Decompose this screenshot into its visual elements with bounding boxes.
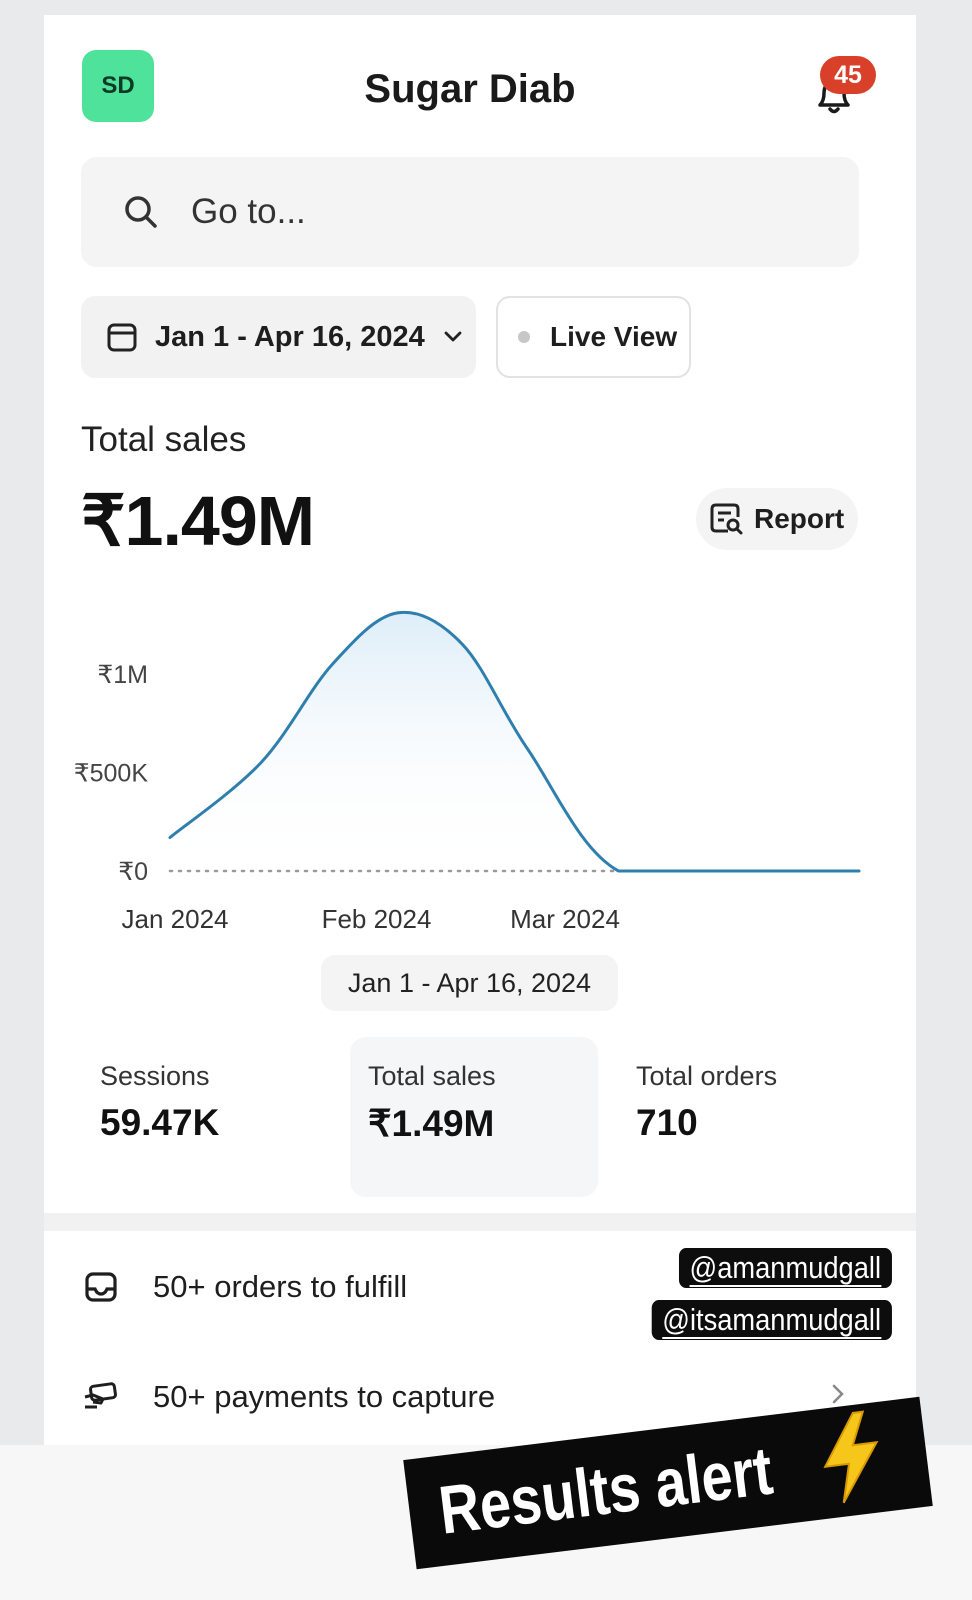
search-placeholder: Go to... (191, 192, 306, 231)
task-label: 50+ orders to fulfill (153, 1269, 408, 1304)
report-button[interactable]: Report (696, 488, 858, 550)
live-view-button[interactable]: Live View (496, 296, 691, 378)
creator-handle-1: @amanmudgall (689, 1250, 882, 1287)
store-name: Sugar Diab (364, 67, 576, 111)
report-icon (710, 503, 743, 535)
date-range-label: Jan 1 - Apr 16, 2024 (155, 320, 425, 353)
task-orders-to-fulfill[interactable]: 50+ orders to fulfill (81, 1267, 407, 1307)
metric-total-sales[interactable]: Total sales ₹1.49M (350, 1037, 598, 1197)
y-tick-label: ₹500K (74, 759, 149, 787)
search-icon (125, 196, 157, 228)
x-tick-label: Jan 2024 (122, 904, 229, 934)
y-tick-label: ₹0 (118, 858, 148, 886)
date-range-selector[interactable]: Jan 1 - Apr 16, 2024 (81, 296, 476, 378)
inbox-icon (85, 1272, 117, 1302)
creator-handle-2: @itsamanmudgall (662, 1302, 882, 1339)
task-payments-to-capture[interactable]: 50+ payments to capture (81, 1377, 495, 1417)
metric-label: Sessions (100, 1061, 210, 1091)
app-screen: SD Sugar Diab 45 Go to... Jan 1 - Apr 16… (44, 15, 916, 1445)
metric-label: Total orders (636, 1061, 778, 1091)
creator-tag-1[interactable]: @amanmudgall (679, 1248, 892, 1288)
store-avatar[interactable]: SD (82, 50, 154, 122)
metric-sessions[interactable]: Sessions 59.47K (82, 1037, 330, 1197)
sales-area-fill (170, 612, 859, 871)
chevron-right-icon[interactable] (830, 1383, 846, 1405)
metric-value: ₹1.49M (368, 1103, 495, 1144)
total-sales-label: Total sales (81, 420, 247, 459)
section-divider (44, 1213, 916, 1231)
search-bar[interactable]: Go to... (81, 157, 859, 267)
task-label: 50+ payments to capture (153, 1379, 496, 1414)
sales-series-line (168, 610, 861, 873)
x-tick-label: Mar 2024 (510, 904, 620, 934)
creator-tag-2[interactable]: @itsamanmudgall (652, 1300, 892, 1340)
notification-badge[interactable]: 45 (820, 56, 876, 94)
metric-value: 59.47K (100, 1102, 220, 1143)
chart-range-label: Jan 1 - Apr 16, 2024 (321, 955, 618, 1011)
y-tick-label: ₹1M (97, 661, 148, 689)
payment-icon (84, 1382, 117, 1409)
live-view-label: Live View (550, 321, 678, 352)
report-label: Report (754, 503, 845, 534)
calendar-icon (107, 323, 137, 352)
metric-total-orders[interactable]: Total orders 710 (618, 1037, 866, 1197)
x-tick-label: Feb 2024 (322, 904, 432, 934)
total-sales-chart: ₹0 ₹500K ₹1M Jan 2024 Feb 2024 Mar 2024 (74, 610, 861, 934)
metric-label: Total sales (368, 1061, 496, 1091)
lightning-bolt-icon (823, 1410, 879, 1504)
results-alert-sticker: Results alert (403, 1396, 933, 1570)
live-status-dot (518, 331, 530, 343)
total-sales-value: ₹1.49M (81, 482, 315, 560)
chevron-down-icon (444, 331, 462, 342)
metric-value: 710 (636, 1102, 698, 1143)
